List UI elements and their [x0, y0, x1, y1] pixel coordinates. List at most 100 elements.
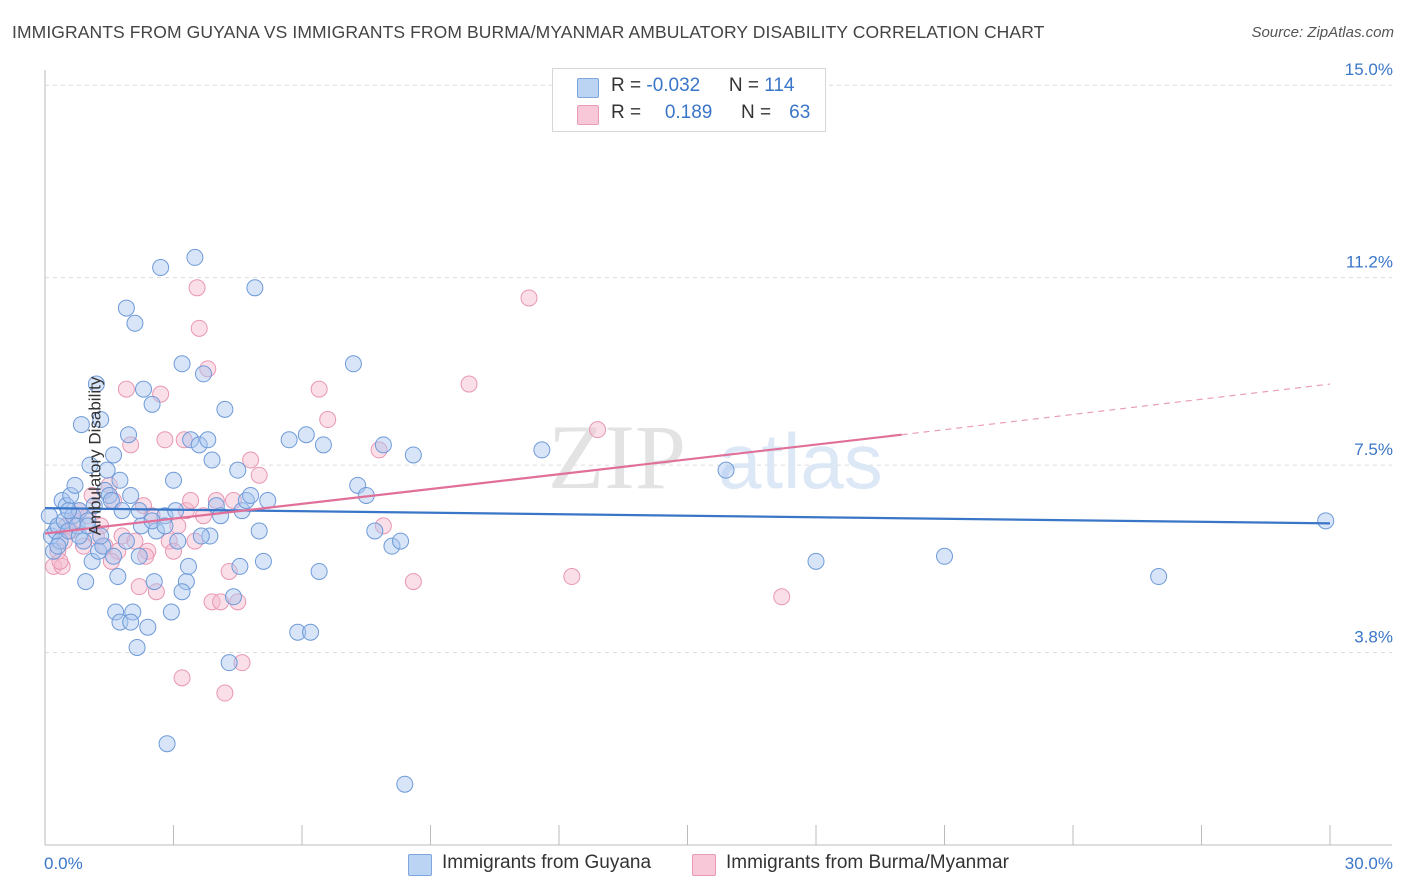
legend-r-value-guyana: -0.032: [646, 75, 701, 96]
point-guyana-87: [383, 537, 401, 555]
point-guyana-34: [113, 502, 131, 520]
point-guyana-112: [173, 583, 191, 601]
point-guyana-55: [177, 573, 195, 591]
series-burma-points: [45, 279, 791, 702]
point-guyana-66: [220, 654, 238, 672]
point-guyana-95: [1150, 568, 1168, 586]
source-label: Source: ZipAtlas.com: [1251, 24, 1394, 41]
point-burma-54: [563, 568, 581, 586]
point-burma-18: [122, 436, 140, 454]
point-burma-28: [165, 542, 182, 560]
point-guyana-22: [87, 375, 105, 393]
point-guyana-48: [152, 259, 170, 277]
point-guyana-20: [83, 552, 101, 570]
trend-line-burma-extrapolated: [901, 383, 1331, 436]
point-burma-41: [220, 562, 238, 580]
point-guyana-33: [111, 471, 129, 489]
point-guyana-43: [135, 380, 153, 398]
point-burma-58: [51, 552, 69, 570]
point-burma-17: [117, 380, 135, 398]
x-tick-label-end: 30.0%: [1345, 854, 1393, 873]
point-guyana-59: [194, 365, 212, 383]
point-burma-32: [182, 492, 200, 510]
tick-labels: 3.8% 7.5% 11.2% 15.0% 0.0% 30.0%: [44, 60, 1393, 873]
point-burma-34: [190, 319, 208, 337]
legend-n-label: N =: [740, 102, 777, 123]
watermark-zip: ZIP: [548, 406, 686, 508]
point-guyana-90: [404, 446, 422, 464]
trend-lines: [44, 383, 1331, 535]
legend-r-label: R =: [611, 75, 647, 96]
point-burma-24: [147, 583, 165, 601]
point-guyana-51: [162, 603, 180, 621]
point-guyana-92: [717, 461, 735, 479]
point-burma-61: [137, 547, 155, 565]
point-guyana-56: [182, 431, 200, 449]
point-guyana-15: [72, 416, 90, 434]
point-guyana-85: [366, 522, 384, 540]
point-guyana-38: [124, 603, 142, 621]
point-guyana-77: [289, 623, 307, 641]
point-burma-40: [216, 684, 234, 702]
point-burma-9: [83, 486, 101, 504]
point-burma-57: [188, 279, 206, 297]
point-guyana-50: [158, 735, 176, 753]
point-guyana-111: [122, 613, 140, 631]
point-guyana-36: [120, 426, 138, 444]
point-burma-53: [520, 289, 538, 307]
point-guyana-37: [122, 486, 140, 504]
legend-n-value-guyana: 114: [764, 75, 795, 96]
watermark-atlas: atlas: [718, 417, 883, 505]
point-burma-46: [250, 466, 268, 484]
point-burma-47: [310, 380, 328, 398]
point-guyana-40: [128, 638, 146, 656]
point-burma-7: [75, 537, 93, 555]
point-guyana-47: [147, 522, 165, 540]
point-guyana-108: [179, 557, 197, 575]
point-guyana-86: [374, 436, 392, 454]
correlation-legend: R = -0.032 N = 114 R = 0.189 N = 63: [552, 68, 826, 132]
x-tick-label-start: 0.0%: [44, 854, 83, 873]
y-tick-label-0: 3.8%: [1354, 628, 1393, 647]
point-guyana-31: [107, 603, 125, 621]
point-guyana-93: [807, 552, 825, 570]
bottom-legend-label-burma: Immigrants from Burma/Myanmar: [726, 852, 1009, 873]
point-guyana-88: [392, 532, 410, 550]
point-guyana-45: [143, 395, 161, 413]
point-guyana-10: [62, 486, 80, 504]
legend-swatch-guyana: [577, 78, 599, 98]
point-guyana-19: [81, 456, 99, 474]
point-guyana-39: [126, 314, 144, 332]
point-guyana-58: [190, 436, 208, 454]
point-guyana-80: [310, 562, 328, 580]
point-guyana-17: [77, 573, 95, 591]
point-guyana-78: [297, 426, 315, 444]
point-burma-62: [175, 431, 193, 449]
trend-line-guyana: [44, 507, 1331, 525]
y-tick-label-2: 11.2%: [1346, 253, 1393, 272]
point-guyana-68: [229, 461, 247, 479]
point-guyana-98: [60, 502, 78, 520]
point-guyana-109: [192, 527, 210, 545]
point-guyana-96: [1317, 512, 1335, 530]
chart-title: IMMIGRANTS FROM GUYANA VS IMMIGRANTS FRO…: [12, 22, 1045, 42]
y-tick-label-1: 7.5%: [1354, 440, 1393, 459]
point-guyana-57: [186, 248, 204, 266]
y-tick-label-3: 15.0%: [1345, 60, 1393, 79]
point-guyana-113: [231, 557, 249, 575]
point-guyana-94: [936, 547, 953, 565]
point-burma-26: [156, 431, 174, 449]
point-guyana-46: [145, 573, 163, 591]
trend-line-burma: [44, 433, 902, 535]
point-guyana-35: [117, 299, 135, 317]
point-guyana-74: [254, 552, 272, 570]
point-guyana-72: [246, 279, 264, 297]
point-guyana-67: [224, 588, 242, 606]
point-burma-48: [319, 411, 337, 429]
point-guyana-44: [139, 618, 157, 636]
point-guyana-41: [130, 547, 148, 565]
legend-n-value-burma: 63: [789, 102, 811, 123]
point-guyana-103: [117, 532, 135, 550]
legend-r-value-burma: 0.189: [664, 102, 713, 123]
